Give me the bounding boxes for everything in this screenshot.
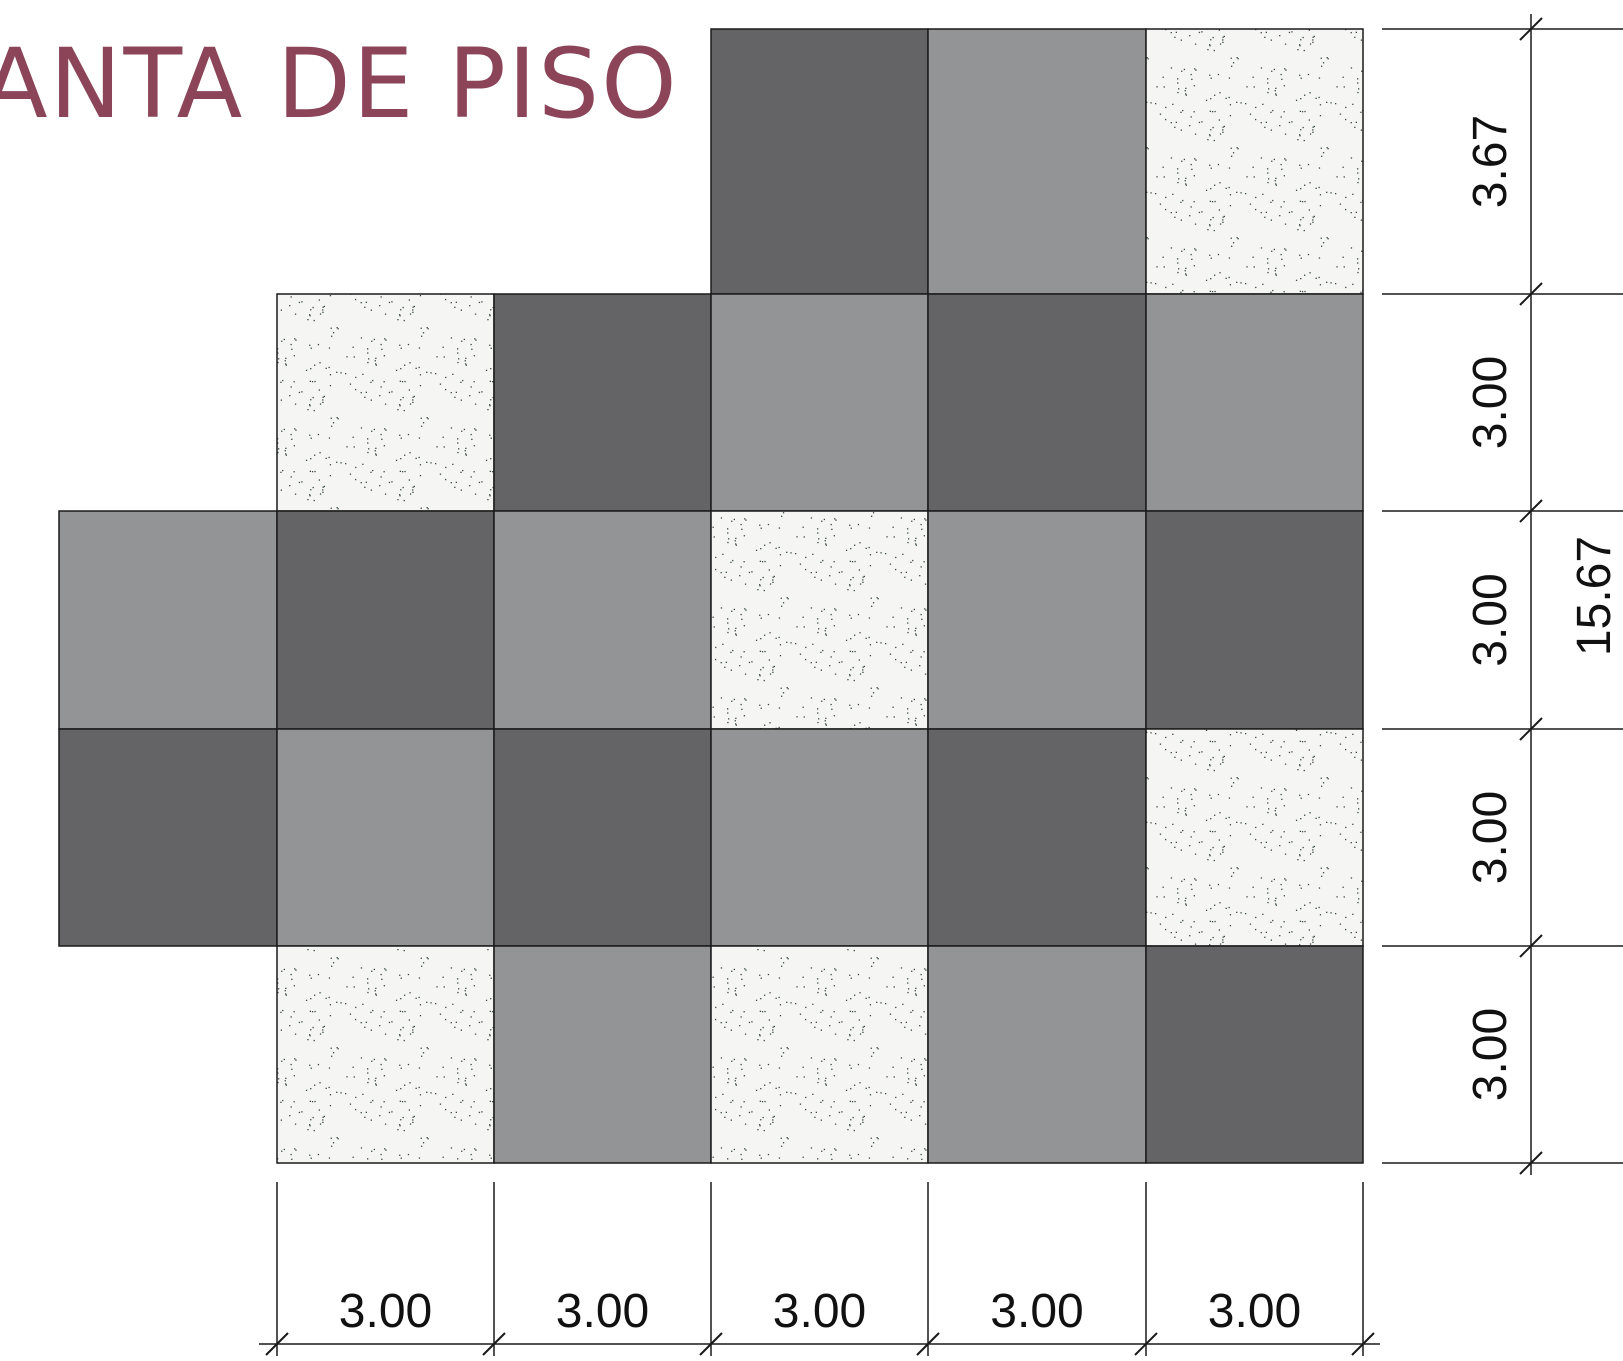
medium-gray-tile bbox=[927, 945, 1147, 1164]
tile-grid bbox=[58, 28, 1364, 1164]
medium-gray-tile bbox=[58, 510, 278, 730]
vertical-dimension-label: 3.00 bbox=[1464, 573, 1517, 666]
dimension-tick bbox=[482, 1332, 506, 1356]
horizontal-dimension-label: 3.00 bbox=[339, 1285, 432, 1338]
vertical-dimensions: 3.67 3.00 3.00 3.00 3.00 bbox=[1382, 14, 1623, 1175]
dark-gray-tile bbox=[710, 28, 929, 295]
dark-gray-tile bbox=[927, 293, 1147, 512]
horizontal-dimension-label: 3.00 bbox=[990, 1285, 1083, 1338]
medium-gray-tile bbox=[493, 510, 712, 730]
speckled-tile bbox=[710, 510, 929, 730]
speckled-tile bbox=[1145, 28, 1364, 295]
dimension-tick bbox=[699, 1332, 723, 1356]
medium-gray-tile bbox=[710, 293, 929, 512]
medium-gray-tile bbox=[927, 28, 1147, 295]
dark-gray-tile bbox=[276, 510, 495, 730]
speckled-tile bbox=[276, 293, 495, 512]
dimension-tick bbox=[1519, 499, 1543, 523]
dimension-tick bbox=[265, 1332, 289, 1356]
dark-gray-tile bbox=[1145, 510, 1364, 730]
vertical-dimension-label: 3.00 bbox=[1464, 1008, 1517, 1101]
dimension-tick bbox=[1519, 282, 1543, 306]
horizontal-dimension-label: 3.00 bbox=[556, 1285, 649, 1338]
dimension-tick bbox=[1519, 1151, 1543, 1175]
medium-gray-tile bbox=[276, 728, 495, 947]
horizontal-dimension-label: 3.00 bbox=[1208, 1285, 1301, 1338]
dark-gray-tile bbox=[493, 293, 712, 512]
medium-gray-tile bbox=[1145, 293, 1364, 512]
speckled-tile bbox=[1145, 728, 1364, 947]
dark-gray-tile bbox=[1145, 945, 1364, 1164]
dimension-tick bbox=[1519, 934, 1543, 958]
dimension-tick bbox=[916, 1332, 940, 1356]
dimension-tick bbox=[1519, 17, 1543, 41]
horizontal-dimension-label: 3.00 bbox=[773, 1285, 866, 1338]
dimension-tick bbox=[1519, 717, 1543, 741]
medium-gray-tile bbox=[493, 945, 712, 1164]
speckled-tile bbox=[710, 945, 929, 1164]
total-dimension-label: 15.67 bbox=[1568, 536, 1621, 656]
speckled-tile bbox=[276, 945, 495, 1164]
dimension-tick bbox=[1134, 1332, 1158, 1356]
dark-gray-tile bbox=[927, 728, 1147, 947]
dimension-tick bbox=[1351, 1332, 1375, 1356]
vertical-dimension-label: 3.67 bbox=[1464, 115, 1517, 208]
total-dimension: 15.67 bbox=[1568, 536, 1621, 656]
vertical-dimension-label: 3.00 bbox=[1464, 356, 1517, 449]
medium-gray-tile bbox=[710, 728, 929, 947]
vertical-dimension-label: 3.00 bbox=[1464, 791, 1517, 884]
horizontal-dimensions: 3.00 3.00 3.00 3.00 3.00 bbox=[259, 1182, 1380, 1356]
plan-title: ANTA DE PISO bbox=[0, 28, 679, 140]
dark-gray-tile bbox=[493, 728, 712, 947]
dark-gray-tile bbox=[58, 728, 278, 947]
medium-gray-tile bbox=[927, 510, 1147, 730]
